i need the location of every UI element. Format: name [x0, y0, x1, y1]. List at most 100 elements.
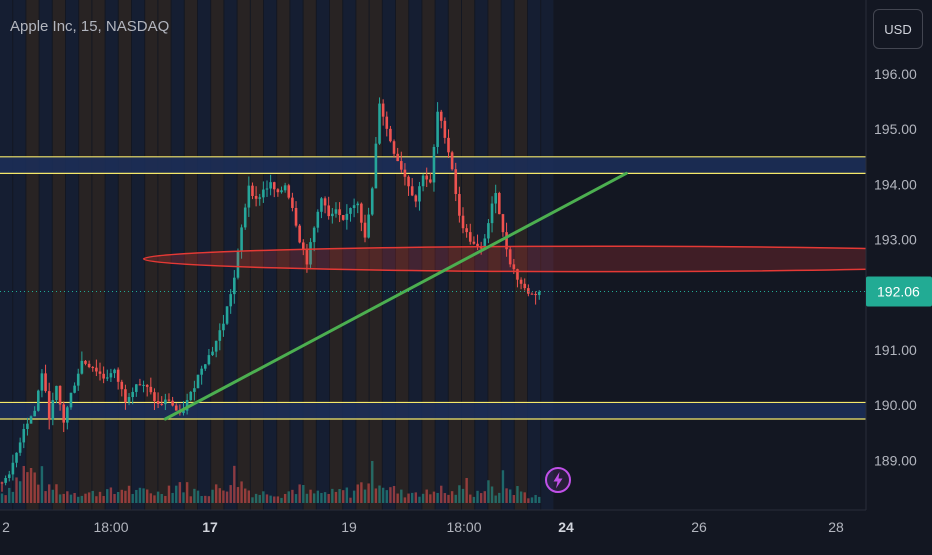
time-tick-label: 2 [2, 519, 10, 535]
volume-bar [80, 495, 84, 503]
volume-bar [4, 495, 7, 503]
volume-bar [211, 489, 214, 503]
candle [352, 198, 356, 218]
candle-body [385, 116, 389, 129]
volume-bar [476, 490, 479, 503]
volume-bar [185, 482, 189, 503]
volume-bar [149, 493, 153, 503]
volume-bar [352, 490, 356, 503]
candle-body [138, 384, 142, 386]
candle-body [113, 369, 116, 374]
volume-bar [331, 488, 334, 503]
volume-bar [349, 497, 352, 503]
volume-bar [69, 494, 73, 503]
candle-body [66, 407, 69, 423]
candle [385, 111, 389, 137]
session-stripe [66, 0, 79, 510]
drawing-layer[interactable] [142, 171, 932, 421]
candle [392, 139, 396, 158]
volume-bar [494, 495, 497, 503]
trendline-drawing[interactable] [163, 171, 628, 421]
candle [400, 151, 403, 174]
candle-body [519, 279, 523, 284]
candle-body [47, 391, 51, 420]
candle-body [523, 283, 527, 289]
volume-bar [440, 485, 443, 503]
time-tick-label: 18:00 [93, 519, 128, 535]
candle [527, 284, 530, 297]
candle-body [116, 369, 120, 382]
candle [229, 289, 232, 314]
ellipse-drawing[interactable] [142, 245, 932, 273]
candle-body [472, 241, 476, 244]
candle-body [283, 185, 287, 191]
candle [51, 392, 55, 426]
volume-bar [392, 485, 396, 503]
candle [127, 393, 131, 406]
volume-bar [113, 493, 116, 503]
candle-body [392, 141, 396, 154]
currency-button[interactable]: USD [873, 9, 923, 49]
volume-bar [374, 488, 378, 503]
session-stripe [330, 0, 343, 510]
candle-body [439, 111, 443, 121]
volume-bar [91, 490, 94, 503]
candle-body [62, 404, 66, 423]
volume-bar [18, 481, 22, 503]
candle [160, 396, 164, 406]
lightning-icon[interactable] [545, 467, 571, 493]
volume-bar [258, 494, 261, 503]
volume-bar [276, 496, 280, 503]
price-axis[interactable]: 196.00 195.00 194.00 193.00 191.00 190.00 189.… [865, 0, 932, 550]
candle-body [476, 243, 479, 247]
volume-bar [95, 496, 98, 503]
volume-bar [501, 470, 505, 503]
volume-bar [164, 495, 167, 503]
candle [291, 192, 294, 212]
volume-bar [509, 489, 512, 503]
session-stripe [39, 0, 52, 510]
candle [62, 401, 66, 433]
candle [316, 209, 320, 233]
candle [280, 186, 283, 194]
volume-bar [465, 477, 468, 503]
volume-bar [142, 488, 145, 503]
volume-bar [98, 491, 102, 503]
candle-body [0, 482, 4, 484]
volume-bar [66, 491, 69, 503]
volume-bar [26, 472, 29, 503]
candle [120, 379, 124, 397]
candle [95, 359, 98, 377]
volume-bar [414, 492, 418, 503]
candle [203, 364, 207, 371]
candle [374, 137, 378, 189]
volume-bar [196, 490, 200, 503]
session-stripe [237, 0, 250, 510]
session-stripe [105, 0, 118, 510]
candle-body [461, 215, 465, 229]
price-tick-label: 196.00 [874, 66, 917, 82]
time-tick-label: 18:00 [446, 519, 481, 535]
candle-body [51, 400, 55, 420]
volume-bar [516, 486, 519, 503]
event-layer[interactable] [545, 467, 571, 493]
volume-bar [436, 492, 439, 503]
candle [465, 224, 468, 238]
candle [102, 366, 105, 384]
candle [189, 390, 193, 402]
volume-bar [523, 492, 526, 503]
price-tick-label: 195.00 [874, 121, 917, 137]
candle-body [418, 186, 421, 202]
candle [233, 270, 236, 304]
candle-body [4, 477, 7, 483]
candle [258, 193, 262, 206]
volume-bar [73, 493, 76, 503]
time-axis[interactable]: 2 18:00 17 19 18:00 24 26 28 [0, 509, 866, 550]
candle-body [414, 195, 418, 202]
candle [47, 382, 51, 430]
volume-bar [469, 494, 472, 503]
candle [331, 207, 334, 224]
volume-bar [342, 490, 345, 503]
